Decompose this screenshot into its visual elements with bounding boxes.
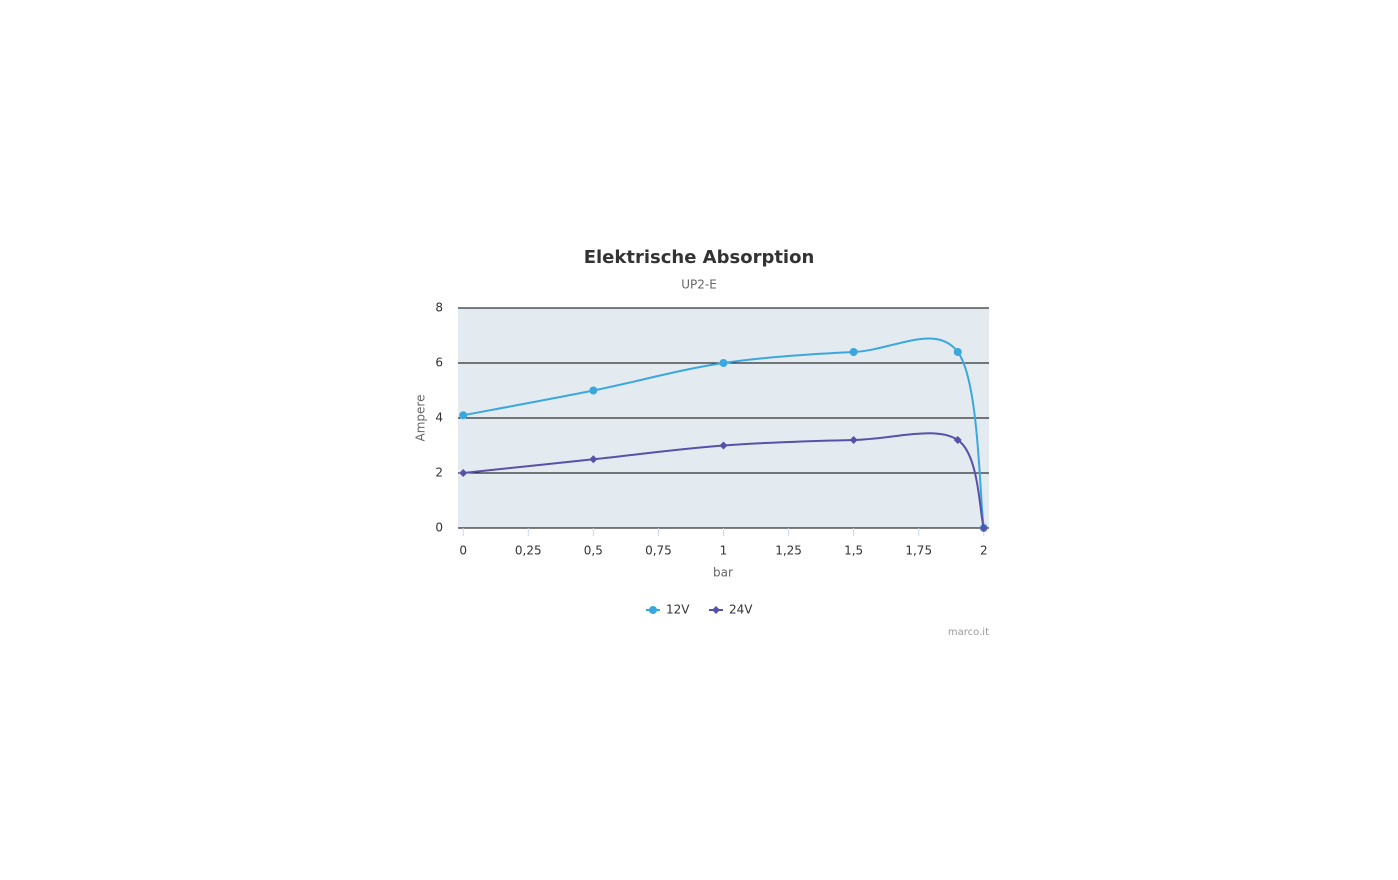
legend-label[interactable]: 12V bbox=[666, 603, 690, 617]
data-point bbox=[589, 386, 598, 395]
x-tick-label: 0,5 bbox=[584, 544, 603, 558]
data-point bbox=[979, 524, 988, 532]
legend-marker bbox=[712, 606, 720, 614]
data-point bbox=[849, 348, 858, 356]
x-tick-label: 0,75 bbox=[645, 544, 672, 558]
data-point bbox=[589, 455, 598, 464]
x-tick-label: 0 bbox=[459, 544, 467, 558]
y-axis-title: Ampere bbox=[414, 395, 428, 442]
x-tick-label: 1,25 bbox=[775, 544, 802, 558]
y-tick-label: 4 bbox=[435, 411, 443, 425]
data-point bbox=[953, 436, 962, 444]
data-point bbox=[459, 469, 468, 477]
data-point bbox=[953, 348, 962, 356]
legend-marker bbox=[649, 606, 657, 614]
data-point bbox=[719, 359, 728, 367]
x-axis-title: bar bbox=[713, 566, 733, 580]
x-tick-label: 1,75 bbox=[905, 544, 932, 558]
series-line bbox=[463, 337, 985, 529]
x-tick-label: 0,25 bbox=[515, 544, 542, 558]
data-point bbox=[459, 411, 468, 420]
legend-label[interactable]: 24V bbox=[729, 603, 753, 617]
x-tick-label: 1 bbox=[720, 544, 728, 558]
chart-title: Elektrische Absorption bbox=[584, 247, 815, 268]
x-tick-label: 1,5 bbox=[844, 544, 863, 558]
y-tick-label: 2 bbox=[435, 466, 443, 480]
y-tick-label: 8 bbox=[435, 301, 443, 315]
y-tick-label: 0 bbox=[435, 521, 443, 535]
x-tick-label: 2 bbox=[980, 544, 988, 558]
data-point bbox=[719, 441, 728, 450]
chart-subtitle: UP2-E bbox=[681, 278, 717, 292]
data-point bbox=[849, 436, 858, 444]
y-tick-label: 6 bbox=[435, 356, 443, 370]
series-line bbox=[463, 432, 985, 529]
credits: marco.it bbox=[948, 627, 989, 638]
